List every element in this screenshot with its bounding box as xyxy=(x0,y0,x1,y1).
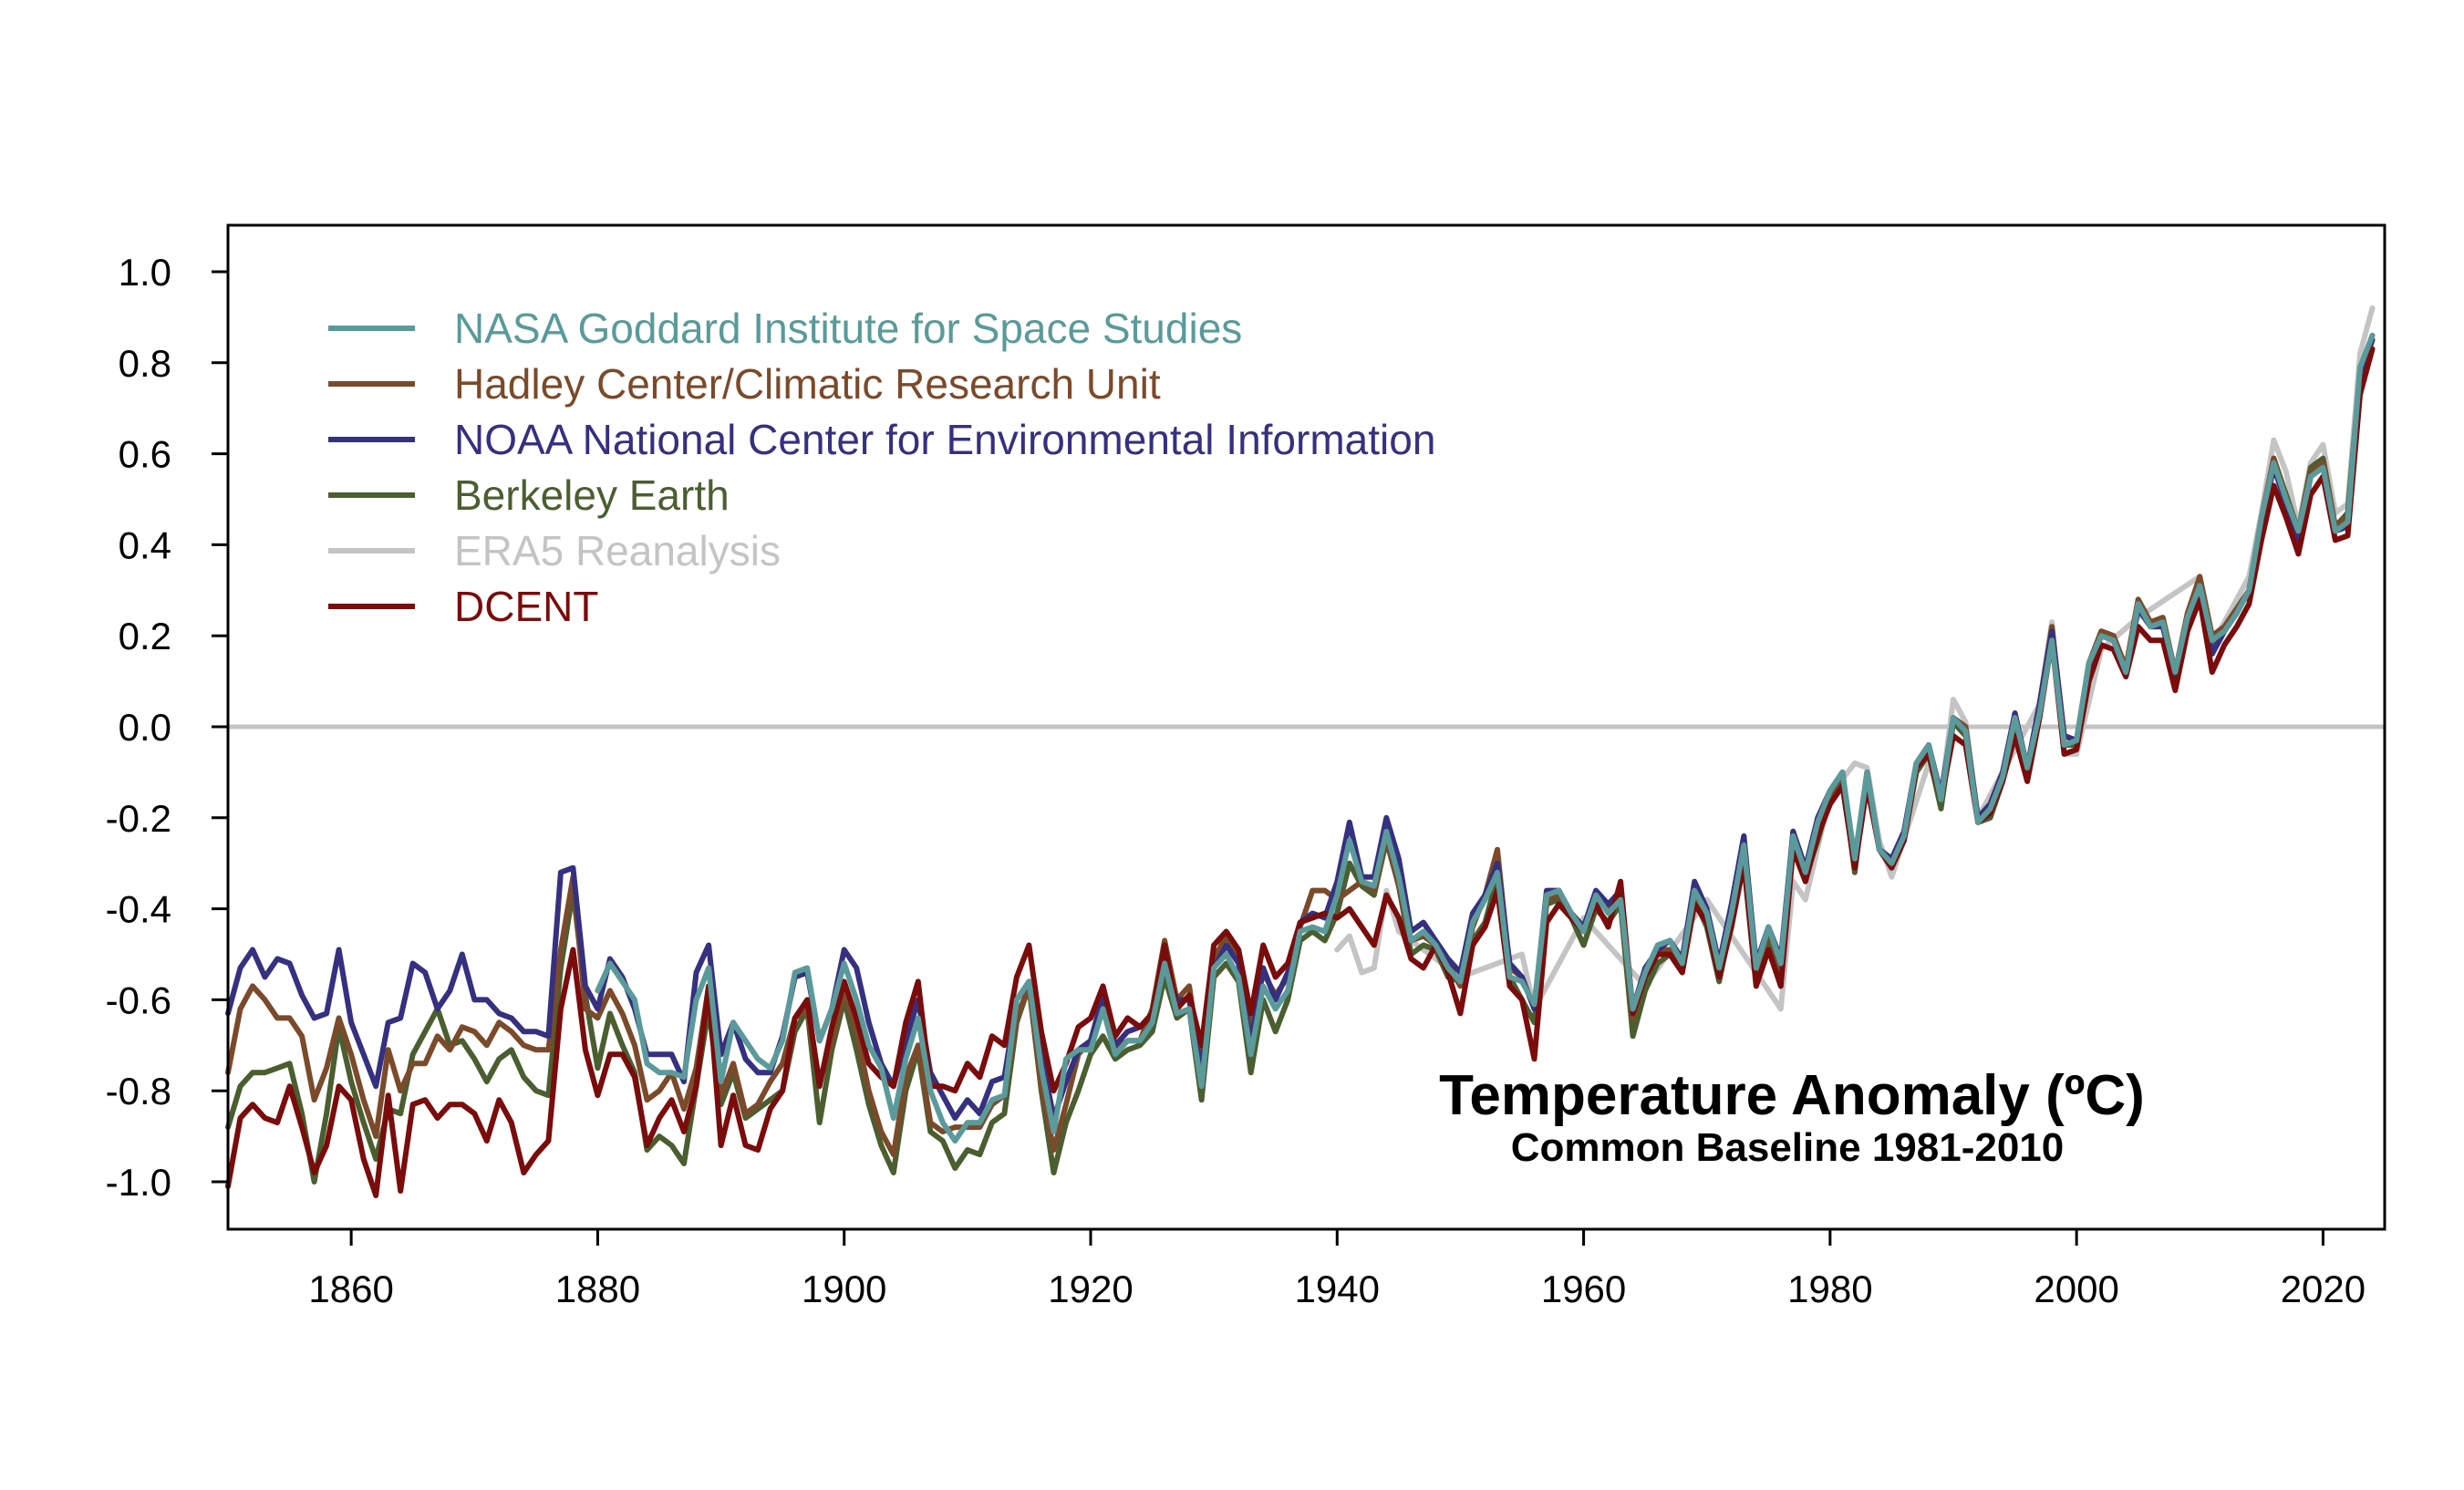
x-tick-label: 1960 xyxy=(1541,1268,1626,1310)
x-tick-label: 1980 xyxy=(1787,1268,1872,1310)
x-tick-label: 1940 xyxy=(1295,1268,1380,1310)
legend-label: Hadley Center/Climatic Research Unit xyxy=(454,360,1161,408)
series-line-nasa-goddard-institute-for-space-studies xyxy=(595,332,2376,1144)
legend-label: NOAA National Center for Environmental I… xyxy=(454,416,1435,463)
y-tick-label: 0.8 xyxy=(119,342,171,385)
y-tick-label: 0.2 xyxy=(119,615,171,657)
x-tick-label: 1880 xyxy=(555,1268,640,1310)
annotation-title: Temperature Anomaly (ºC) xyxy=(1439,1064,2145,1127)
annotation: Temperature Anomaly (ºC) Common Baseline… xyxy=(1439,1064,2145,1170)
y-tick-label: -0.6 xyxy=(106,978,171,1021)
series-line-dcent xyxy=(225,346,2376,1198)
x-tick-label: 1860 xyxy=(308,1268,393,1310)
series-layer xyxy=(225,305,2376,1198)
y-tick-label: -0.2 xyxy=(106,797,171,840)
legend-label: Berkeley Earth xyxy=(454,471,730,519)
y-tick-label: 0.0 xyxy=(119,706,171,749)
y-tick-label: -0.4 xyxy=(106,888,171,931)
annotation-subtitle: Common Baseline 1981-2010 xyxy=(1511,1125,2065,1170)
y-tick-label: -0.8 xyxy=(106,1070,171,1112)
legend-label: NASA Goddard Institute for Space Studies xyxy=(454,305,1242,352)
legend: NASA Goddard Institute for Space Studies… xyxy=(328,305,1435,630)
legend-label: ERA5 Reanalysis xyxy=(454,527,781,574)
x-tick-label: 1920 xyxy=(1048,1268,1133,1310)
x-tick-label: 1900 xyxy=(802,1268,886,1310)
y-tick-label: -1.0 xyxy=(106,1161,171,1204)
x-tick-label: 2000 xyxy=(2034,1268,2118,1310)
x-axis: 1860 1880 1900 1920 1940 1960 1980 2000 2020 xyxy=(308,1229,2366,1310)
y-tick-label: 1.0 xyxy=(119,251,171,294)
y-tick-label: 0.4 xyxy=(119,523,171,566)
y-axis: 1.0 0.8 0.6 0.4 0.2 0.0 -0.2 -0.4 -0.6 -0.8 -1.0 xyxy=(106,251,228,1204)
x-tick-label: 2020 xyxy=(2281,1268,2366,1310)
legend-label: DCENT xyxy=(454,583,598,630)
y-tick-label: 0.6 xyxy=(119,433,171,476)
